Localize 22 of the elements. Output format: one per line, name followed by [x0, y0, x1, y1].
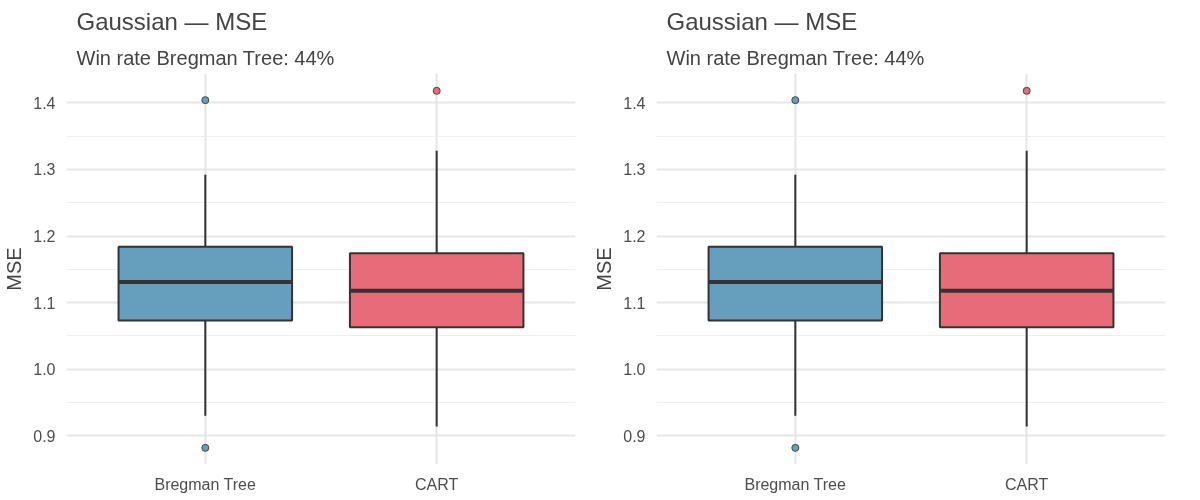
- y-tick-label: 1.0: [33, 361, 56, 379]
- y-tick-label: 1.4: [623, 94, 646, 112]
- x-tick-label: Bregman Tree: [744, 475, 846, 493]
- chart-title: Gaussian — MSE: [76, 7, 268, 35]
- y-tick-label: 1.3: [623, 161, 646, 179]
- y-tick-label: 1.1: [623, 294, 646, 312]
- chart-subtitle: Win rate Bregman Tree: 44%: [666, 46, 925, 69]
- y-tick-label: 1.2: [33, 228, 56, 246]
- y-tick-label: 0.9: [33, 427, 56, 445]
- y-axis-title: MSE: [3, 247, 26, 291]
- y-tick-label: 1.2: [623, 228, 646, 246]
- y-tick-label: 1.0: [623, 361, 646, 379]
- y-axis-title: MSE: [593, 247, 616, 291]
- y-tick-label: 1.1: [33, 294, 56, 312]
- x-tick-label: CART: [415, 475, 459, 493]
- y-tick-label: 1.3: [33, 161, 56, 179]
- y-tick-label: 1.4: [33, 94, 56, 112]
- x-tick-label: Bregman Tree: [154, 475, 256, 493]
- chart-title: Gaussian — MSE: [666, 7, 858, 35]
- y-tick-label: 0.9: [623, 427, 646, 445]
- chart-subtitle: Win rate Bregman Tree: 44%: [76, 46, 335, 69]
- x-tick-label: CART: [1005, 475, 1049, 493]
